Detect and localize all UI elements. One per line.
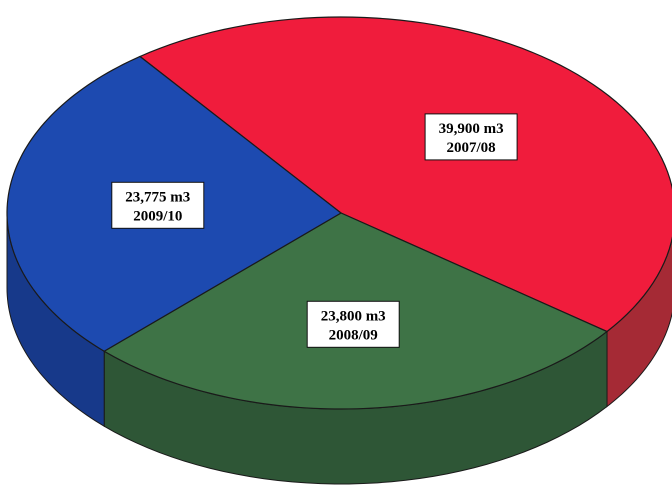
data-label-value: 23,775 m3: [125, 189, 190, 205]
pie-slice-2007-08: [138, 16, 672, 333]
data-label-box: [424, 113, 518, 161]
data-label-category: 2008/09: [329, 327, 378, 343]
data-label-category: 2009/10: [133, 208, 182, 224]
data-label-value: 23,800 m3: [321, 308, 386, 324]
data-label-box: [306, 300, 400, 348]
data-label-2008-09: 23,800 m3 2008/09: [306, 300, 400, 348]
data-label-category: 2007/08: [447, 140, 496, 156]
pie-data-labels: 39,900 m3 2007/08 23,800 m3 2008/09 23,775 m…: [111, 113, 518, 348]
data-label-box: [111, 181, 205, 229]
pie-top-slices: [6, 16, 672, 410]
data-label-2007-08: 39,900 m3 2007/08: [424, 113, 518, 161]
data-label-value: 39,900 m3: [439, 121, 504, 137]
data-label-2009-10: 23,775 m3 2009/10: [111, 181, 205, 229]
